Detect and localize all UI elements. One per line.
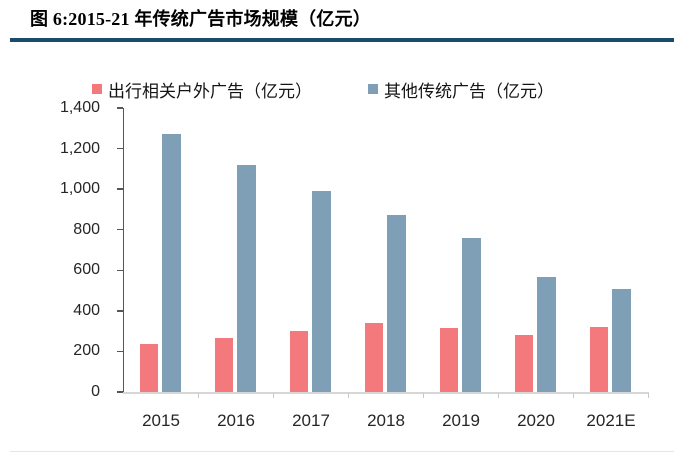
y-axis-tick [117,188,123,190]
y-axis-tick-label: 1,200 [59,139,100,157]
y-axis-tick-label: 1,400 [59,99,100,116]
bottom-rule [10,451,674,452]
x-category-label-2018: 2018 [367,411,405,430]
bar-2015-other-traditional-ads [162,134,181,392]
x-category-label-2015: 2015 [142,411,180,430]
bar-2020-travel-outdoor-ads [515,335,533,392]
x-category-label-2019: 2019 [442,411,480,430]
x-category-label-2016: 2016 [217,411,255,430]
y-axis-line [122,108,124,392]
x-axis-tick [273,393,274,398]
x-axis-tick [198,393,199,398]
y-axis-tick-label: 0 [91,383,100,400]
y-axis-tick-label: 600 [73,261,100,279]
x-axis-tick [423,393,424,398]
bar-2019-travel-outdoor-ads [440,328,458,392]
x-axis-tick [498,393,499,398]
legend-swatch-travel-outdoor-ads [92,84,102,94]
x-axis-tick [648,393,649,398]
bar-2016-travel-outdoor-ads [215,338,233,392]
title-rule [10,38,674,42]
x-axis-tick [573,393,574,398]
y-axis-tick [117,147,123,150]
y-axis-tick-label: 800 [73,220,100,238]
x-axis-tick [348,393,349,398]
y-axis-tick [117,228,123,231]
legend-label-travel-outdoor-ads: 出行相关户外广告（亿元） [108,81,312,101]
figure-title: 图 6:2015-21 年传统广告市场规模（亿元） [30,9,371,29]
y-axis-tick [117,350,123,353]
y-axis-tick [117,391,123,393]
bar-2019-other-traditional-ads [462,237,481,392]
bar-2017-travel-outdoor-ads [290,331,308,392]
x-category-label-2021E: 2021E [586,411,636,430]
bar-2015-travel-outdoor-ads [140,344,158,392]
y-axis-tick [117,269,123,272]
bar-2021E-travel-outdoor-ads [590,327,608,392]
bar-2020-other-traditional-ads [537,277,556,392]
legend-item-travel-outdoor-ads: 出行相关户外广告（亿元） [92,80,312,101]
x-category-label-2017: 2017 [292,411,330,430]
legend-item-other-traditional-ads: 其他传统广告（亿元） [368,80,554,101]
bar-2021E-other-traditional-ads [612,288,631,392]
bar-2018-other-traditional-ads [387,214,406,392]
y-axis-tick-label: 400 [73,301,100,319]
y-axis-tick-label: 200 [73,342,100,360]
x-axis-line [123,392,649,394]
bar-2018-travel-outdoor-ads [365,323,383,392]
y-axis-tick-label: 1,000 [59,180,100,198]
legend-label-other-traditional-ads: 其他传统广告（亿元） [384,81,554,101]
legend-swatch-other-traditional-ads [368,84,378,94]
y-axis-tick [117,310,123,312]
y-axis-tick [117,107,123,109]
x-category-label-2020: 2020 [517,411,555,430]
bar-2017-other-traditional-ads [312,191,331,392]
bar-2016-other-traditional-ads [237,164,256,392]
